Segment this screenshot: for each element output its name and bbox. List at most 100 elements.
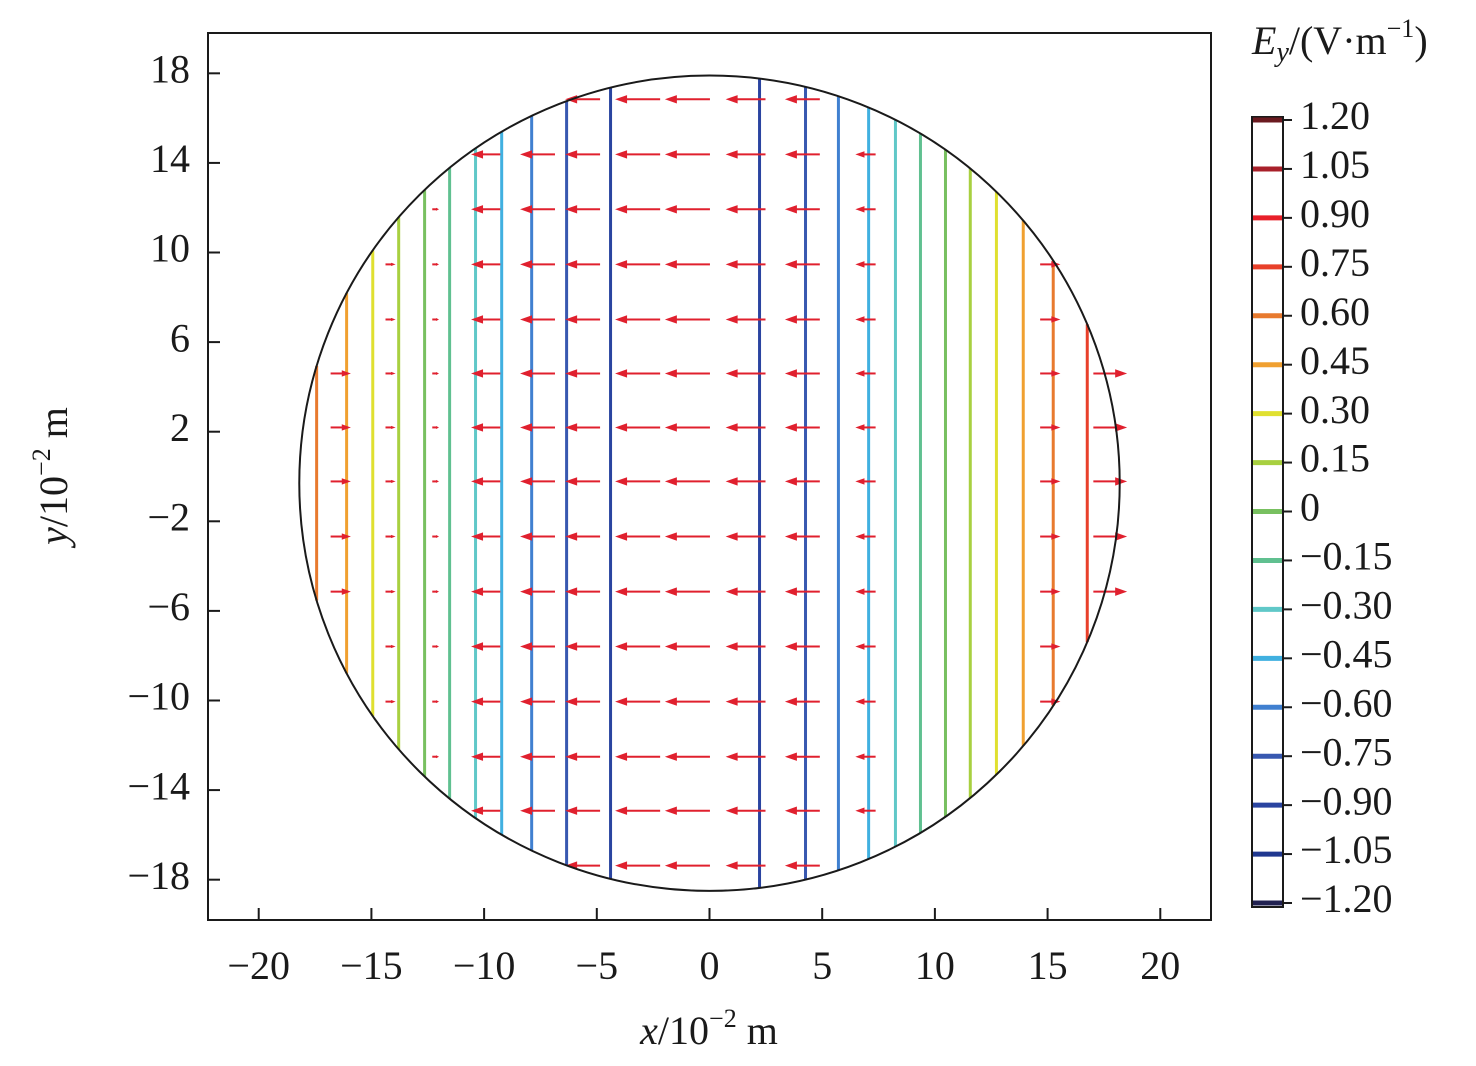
arrow-head (471, 260, 484, 269)
y-tick-label: −2 (147, 494, 190, 539)
arrow (615, 806, 661, 815)
arrow (855, 807, 876, 814)
arrow-head (615, 587, 628, 596)
arrow (725, 806, 766, 815)
arrow (855, 370, 876, 377)
arrow (664, 369, 710, 378)
y-label-var: y (31, 527, 76, 549)
arrow-head (615, 697, 628, 706)
arrow (565, 861, 601, 870)
arrow-head (435, 425, 440, 429)
arrow-head (855, 643, 865, 650)
arrow-head (855, 698, 865, 705)
colorbar-label: −0.60 (1300, 680, 1393, 725)
arrow-head (391, 590, 396, 594)
arrow (520, 752, 555, 761)
arrow-head (520, 260, 533, 269)
x-tick-label: 0 (700, 943, 720, 988)
arrow (520, 697, 555, 706)
arrow-head (391, 534, 396, 539)
arrow-head (391, 371, 396, 376)
arrow (385, 371, 396, 376)
arrow-head (471, 587, 484, 596)
arrow-head (391, 700, 396, 704)
colorbar-label: −0.75 (1300, 729, 1393, 774)
y-tick-label: −18 (127, 853, 190, 898)
x-label-m: m (737, 1008, 778, 1053)
arrow-head (565, 806, 578, 815)
arrow (855, 588, 876, 595)
arrow (385, 534, 396, 539)
arrow (784, 205, 820, 214)
arrow-head (615, 861, 628, 870)
arrow-head (664, 861, 677, 870)
arrow-head (784, 806, 797, 815)
arrow (615, 861, 661, 870)
colorbar-label: −0.90 (1300, 778, 1393, 823)
arrow (432, 645, 440, 649)
arrow-head (520, 423, 533, 432)
arrow-head (1115, 587, 1128, 596)
arrow (1040, 478, 1061, 485)
arrow (330, 478, 351, 485)
arrow-head (1051, 533, 1061, 540)
arrow (565, 150, 601, 159)
arrow-head (855, 370, 865, 377)
colorbar-label: 0.60 (1300, 289, 1370, 334)
arrow-head (471, 752, 484, 761)
arrow (725, 587, 766, 596)
arrow (432, 700, 440, 704)
arrow (664, 752, 710, 761)
arrow-head (725, 861, 738, 870)
arrow (725, 477, 766, 486)
arrow-head (520, 752, 533, 761)
x-axis-label: x/10−2 m (639, 1004, 778, 1053)
arrow-head (725, 532, 738, 541)
arrow (432, 317, 440, 321)
arrow (784, 806, 820, 815)
arrow (565, 532, 601, 541)
y-tick-label: −6 (147, 584, 190, 629)
arrow-head (725, 260, 738, 269)
arrow-head (784, 697, 797, 706)
arrow-head (784, 642, 797, 651)
arrow-head (471, 423, 484, 432)
arrow-head (391, 262, 396, 266)
arrow (330, 424, 351, 431)
arrow (565, 697, 601, 706)
arrow (664, 477, 710, 486)
arrow (565, 369, 601, 378)
arrow-head (855, 533, 865, 540)
plot-frame (207, 32, 1212, 921)
arrow-head (725, 150, 738, 159)
arrow (664, 587, 710, 596)
arrow-head (725, 369, 738, 378)
arrow-head (664, 477, 677, 486)
arrow-head (520, 642, 533, 651)
arrow-head (615, 477, 628, 486)
arrow-head (615, 150, 628, 159)
arrow (855, 316, 876, 323)
arrow-head (615, 369, 628, 378)
arrow (664, 260, 710, 269)
arrow-head (855, 206, 865, 213)
arrow (1093, 532, 1128, 541)
arrow-head (565, 697, 578, 706)
arrow-head (1115, 369, 1128, 378)
arrow (664, 205, 710, 214)
arrow-head (565, 205, 578, 214)
arrow-head (784, 861, 797, 870)
arrow (725, 532, 766, 541)
arrow-head (565, 752, 578, 761)
arrow (615, 315, 661, 324)
arrow-head (615, 752, 628, 761)
colorbar-label: −0.15 (1300, 534, 1393, 579)
arrow (1093, 423, 1128, 432)
arrow-head (855, 807, 865, 814)
arrow (664, 95, 710, 104)
arrow-head (435, 645, 440, 649)
arrow-head (435, 755, 440, 759)
arrow (565, 205, 601, 214)
boundary-circle (298, 74, 1121, 892)
